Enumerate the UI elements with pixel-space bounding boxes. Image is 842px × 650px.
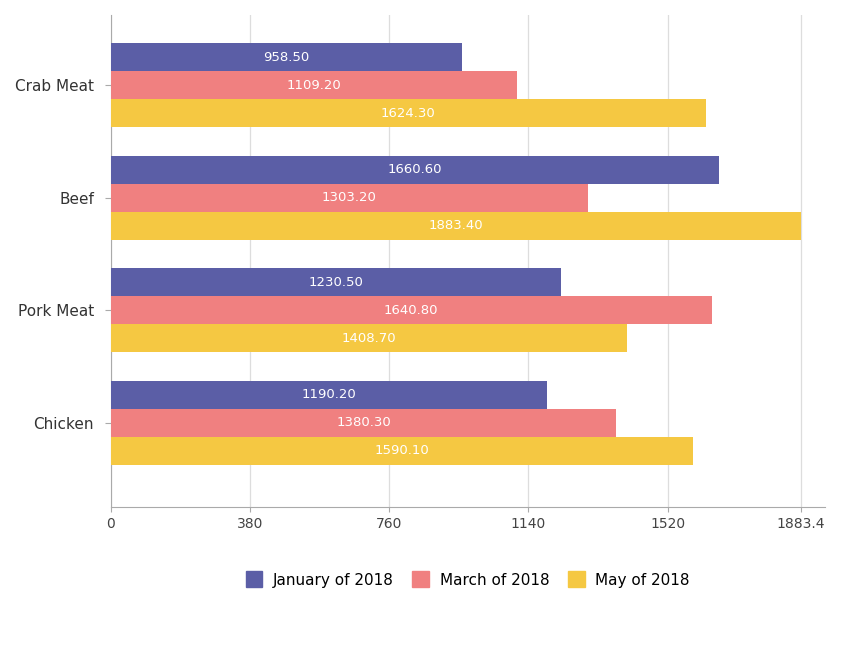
Text: 958.50: 958.50 bbox=[263, 51, 309, 64]
Text: 1380.30: 1380.30 bbox=[336, 416, 391, 429]
Bar bbox=[110, 43, 461, 72]
Bar bbox=[110, 296, 711, 324]
Bar bbox=[110, 184, 588, 212]
Bar bbox=[110, 155, 719, 184]
Text: 1109.20: 1109.20 bbox=[286, 79, 341, 92]
Text: 1660.60: 1660.60 bbox=[387, 163, 442, 176]
Bar bbox=[110, 99, 706, 127]
Text: 1640.80: 1640.80 bbox=[384, 304, 439, 317]
Bar bbox=[110, 409, 616, 437]
Bar bbox=[110, 380, 546, 409]
Text: 1590.10: 1590.10 bbox=[375, 445, 429, 458]
Text: 1408.70: 1408.70 bbox=[341, 332, 396, 345]
Bar bbox=[110, 72, 517, 99]
Text: 1624.30: 1624.30 bbox=[381, 107, 435, 120]
Bar bbox=[110, 437, 693, 465]
Bar bbox=[110, 324, 626, 352]
Text: 1303.20: 1303.20 bbox=[322, 191, 377, 204]
Bar bbox=[110, 268, 562, 296]
Text: 1230.50: 1230.50 bbox=[309, 276, 364, 289]
Bar bbox=[110, 212, 801, 240]
Text: 1883.40: 1883.40 bbox=[429, 220, 483, 233]
Legend: January of 2018, March of 2018, May of 2018: January of 2018, March of 2018, May of 2… bbox=[238, 564, 697, 595]
Text: 1190.20: 1190.20 bbox=[301, 388, 356, 401]
